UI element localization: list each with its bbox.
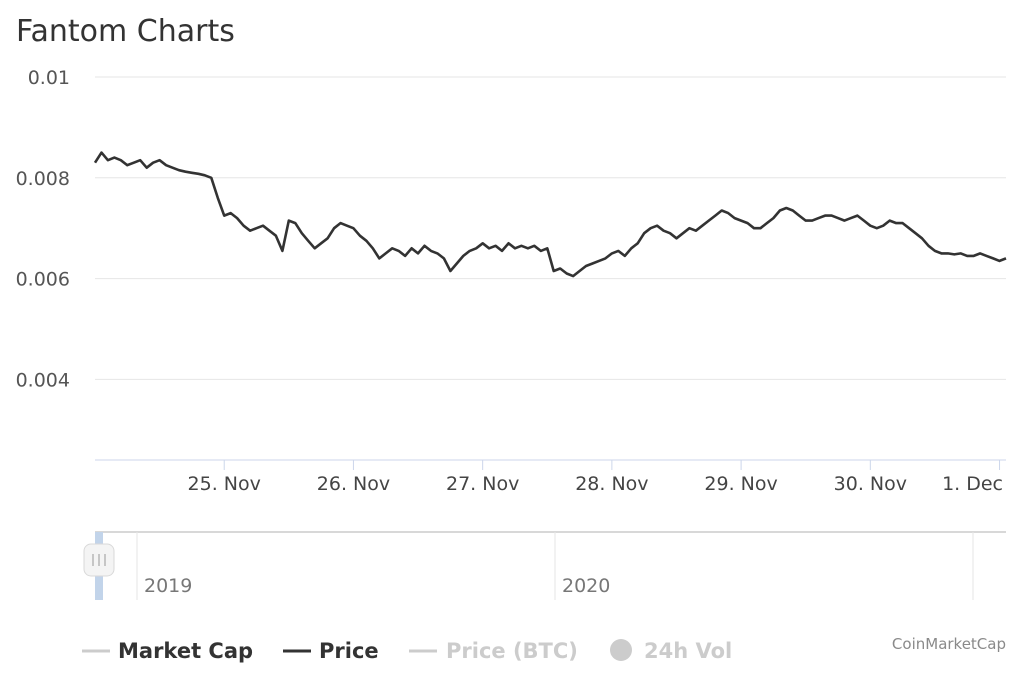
legend-label-price-btc: Price (BTC) bbox=[446, 639, 578, 663]
y-axis-ticks: 0.01 0.008 0.006 0.004 bbox=[16, 67, 70, 391]
legend-marker-24h-vol bbox=[610, 639, 632, 661]
price-series-line[interactable] bbox=[93, 151, 1007, 278]
legend-item-24h-vol[interactable]: 24h Vol bbox=[610, 639, 732, 663]
legend-label-price: Price bbox=[319, 639, 379, 663]
credit-link[interactable]: CoinMarketCap bbox=[892, 635, 1006, 653]
x-tick-label: 25. Nov bbox=[188, 473, 261, 495]
x-tick-label: 27. Nov bbox=[446, 473, 519, 495]
legend-label-24h-vol: 24h Vol bbox=[644, 639, 732, 663]
x-tick-label: 26. Nov bbox=[317, 473, 390, 495]
legend-item-market-cap[interactable]: Market Cap bbox=[82, 639, 253, 663]
legend-label-market-cap: Market Cap bbox=[118, 639, 253, 663]
navigator-handle[interactable] bbox=[83, 543, 115, 577]
legend-item-price-btc[interactable]: Price (BTC) bbox=[409, 639, 578, 663]
navigator[interactable]: 2019 2020 bbox=[83, 531, 1006, 600]
grid-lines bbox=[95, 76, 1006, 380]
x-tick-label: 30. Nov bbox=[834, 473, 907, 495]
legend: Market Cap Price Price (BTC) 24h Vol bbox=[82, 639, 732, 663]
x-tick-label: 1. Dec bbox=[942, 473, 1003, 495]
y-tick-label: 0.01 bbox=[28, 67, 70, 89]
navigator-label-2019: 2019 bbox=[144, 575, 192, 597]
navigator-label-2020: 2020 bbox=[562, 575, 610, 597]
chart-title: Fantom Charts bbox=[16, 14, 235, 49]
x-tick-label: 28. Nov bbox=[575, 473, 648, 495]
legend-item-price[interactable]: Price bbox=[283, 639, 379, 663]
y-tick-label: 0.006 bbox=[16, 269, 70, 291]
y-tick-label: 0.008 bbox=[16, 168, 70, 190]
y-tick-label: 0.004 bbox=[16, 369, 70, 391]
x-tick-label: 29. Nov bbox=[704, 473, 777, 495]
x-axis-ticks: 25. Nov 26. Nov 27. Nov 28. Nov 29. Nov 30. N… bbox=[188, 460, 1003, 495]
